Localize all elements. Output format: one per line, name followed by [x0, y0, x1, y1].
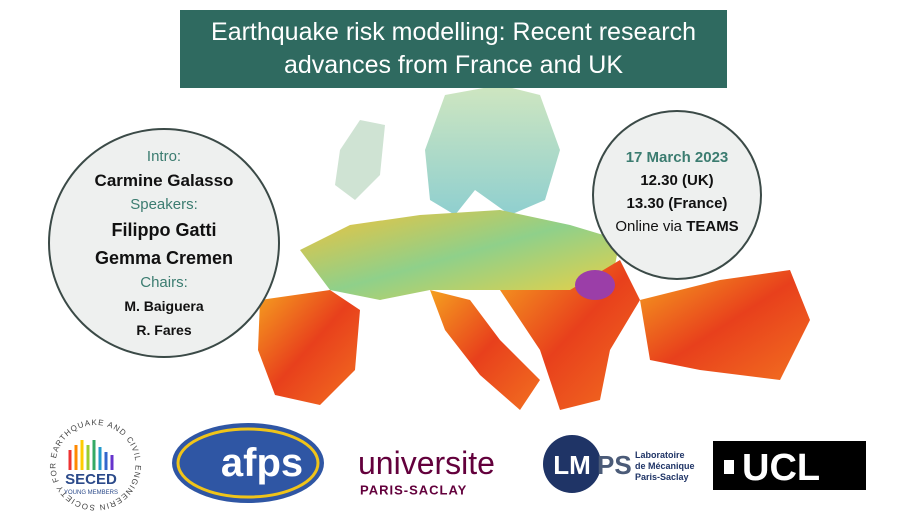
seced-sub: YOUNG MEMBERS — [64, 490, 118, 496]
speaker-name: Gemma Cremen — [94, 248, 234, 268]
speaker-name: Filippo Gatti — [111, 220, 217, 240]
people-circle: Intro: Carmine Galasso Speakers: Filippo… — [48, 128, 280, 358]
saclay-sub: PARIS-SACLAY — [360, 483, 467, 498]
afps-logo: afps — [172, 423, 324, 503]
lmps-line: Laboratoire — [635, 450, 685, 460]
lmps-right: PS — [597, 450, 632, 480]
lmps-left: LM — [553, 450, 591, 480]
speakers-label: Speakers: — [130, 196, 198, 213]
chair-name: M. Baiguera — [124, 298, 204, 314]
saclay-name: universite — [358, 445, 495, 481]
platform: TEAMS — [686, 218, 739, 235]
seced-name: SECED — [65, 471, 117, 488]
event-time: 13.30 (France) — [626, 195, 728, 212]
chair-name: R. Fares — [136, 322, 192, 338]
intro-name: Carmine Galasso — [94, 171, 234, 190]
intro-label: Intro: — [146, 148, 182, 165]
map-credit: © GEM — [643, 409, 679, 421]
afps-text: afps — [221, 441, 303, 485]
online-text: Online via — [615, 218, 683, 235]
event-circle: 17 March 2023 12.30 (UK) 13.30 (France) … — [592, 110, 762, 280]
ucl-text: UCL — [742, 447, 820, 489]
chairs-label: Chairs: — [140, 274, 188, 291]
event-time: 12.30 (UK) — [640, 172, 714, 189]
lmps-logo: LM PS Laboratoire de Mécanique Paris-Sac… — [543, 435, 695, 493]
title: Earthquake risk modelling: Recent resear… — [211, 18, 696, 79]
event-date: 17 March 2023 — [625, 149, 729, 166]
event-online: Online via TEAMS — [594, 215, 760, 238]
title-box: Earthquake risk modelling: Recent resear… — [180, 10, 727, 88]
lmps-line: de Mécanique — [635, 461, 695, 471]
ucl-logo: UCL — [713, 441, 866, 490]
lmps-line: Paris-Saclay — [635, 472, 689, 482]
